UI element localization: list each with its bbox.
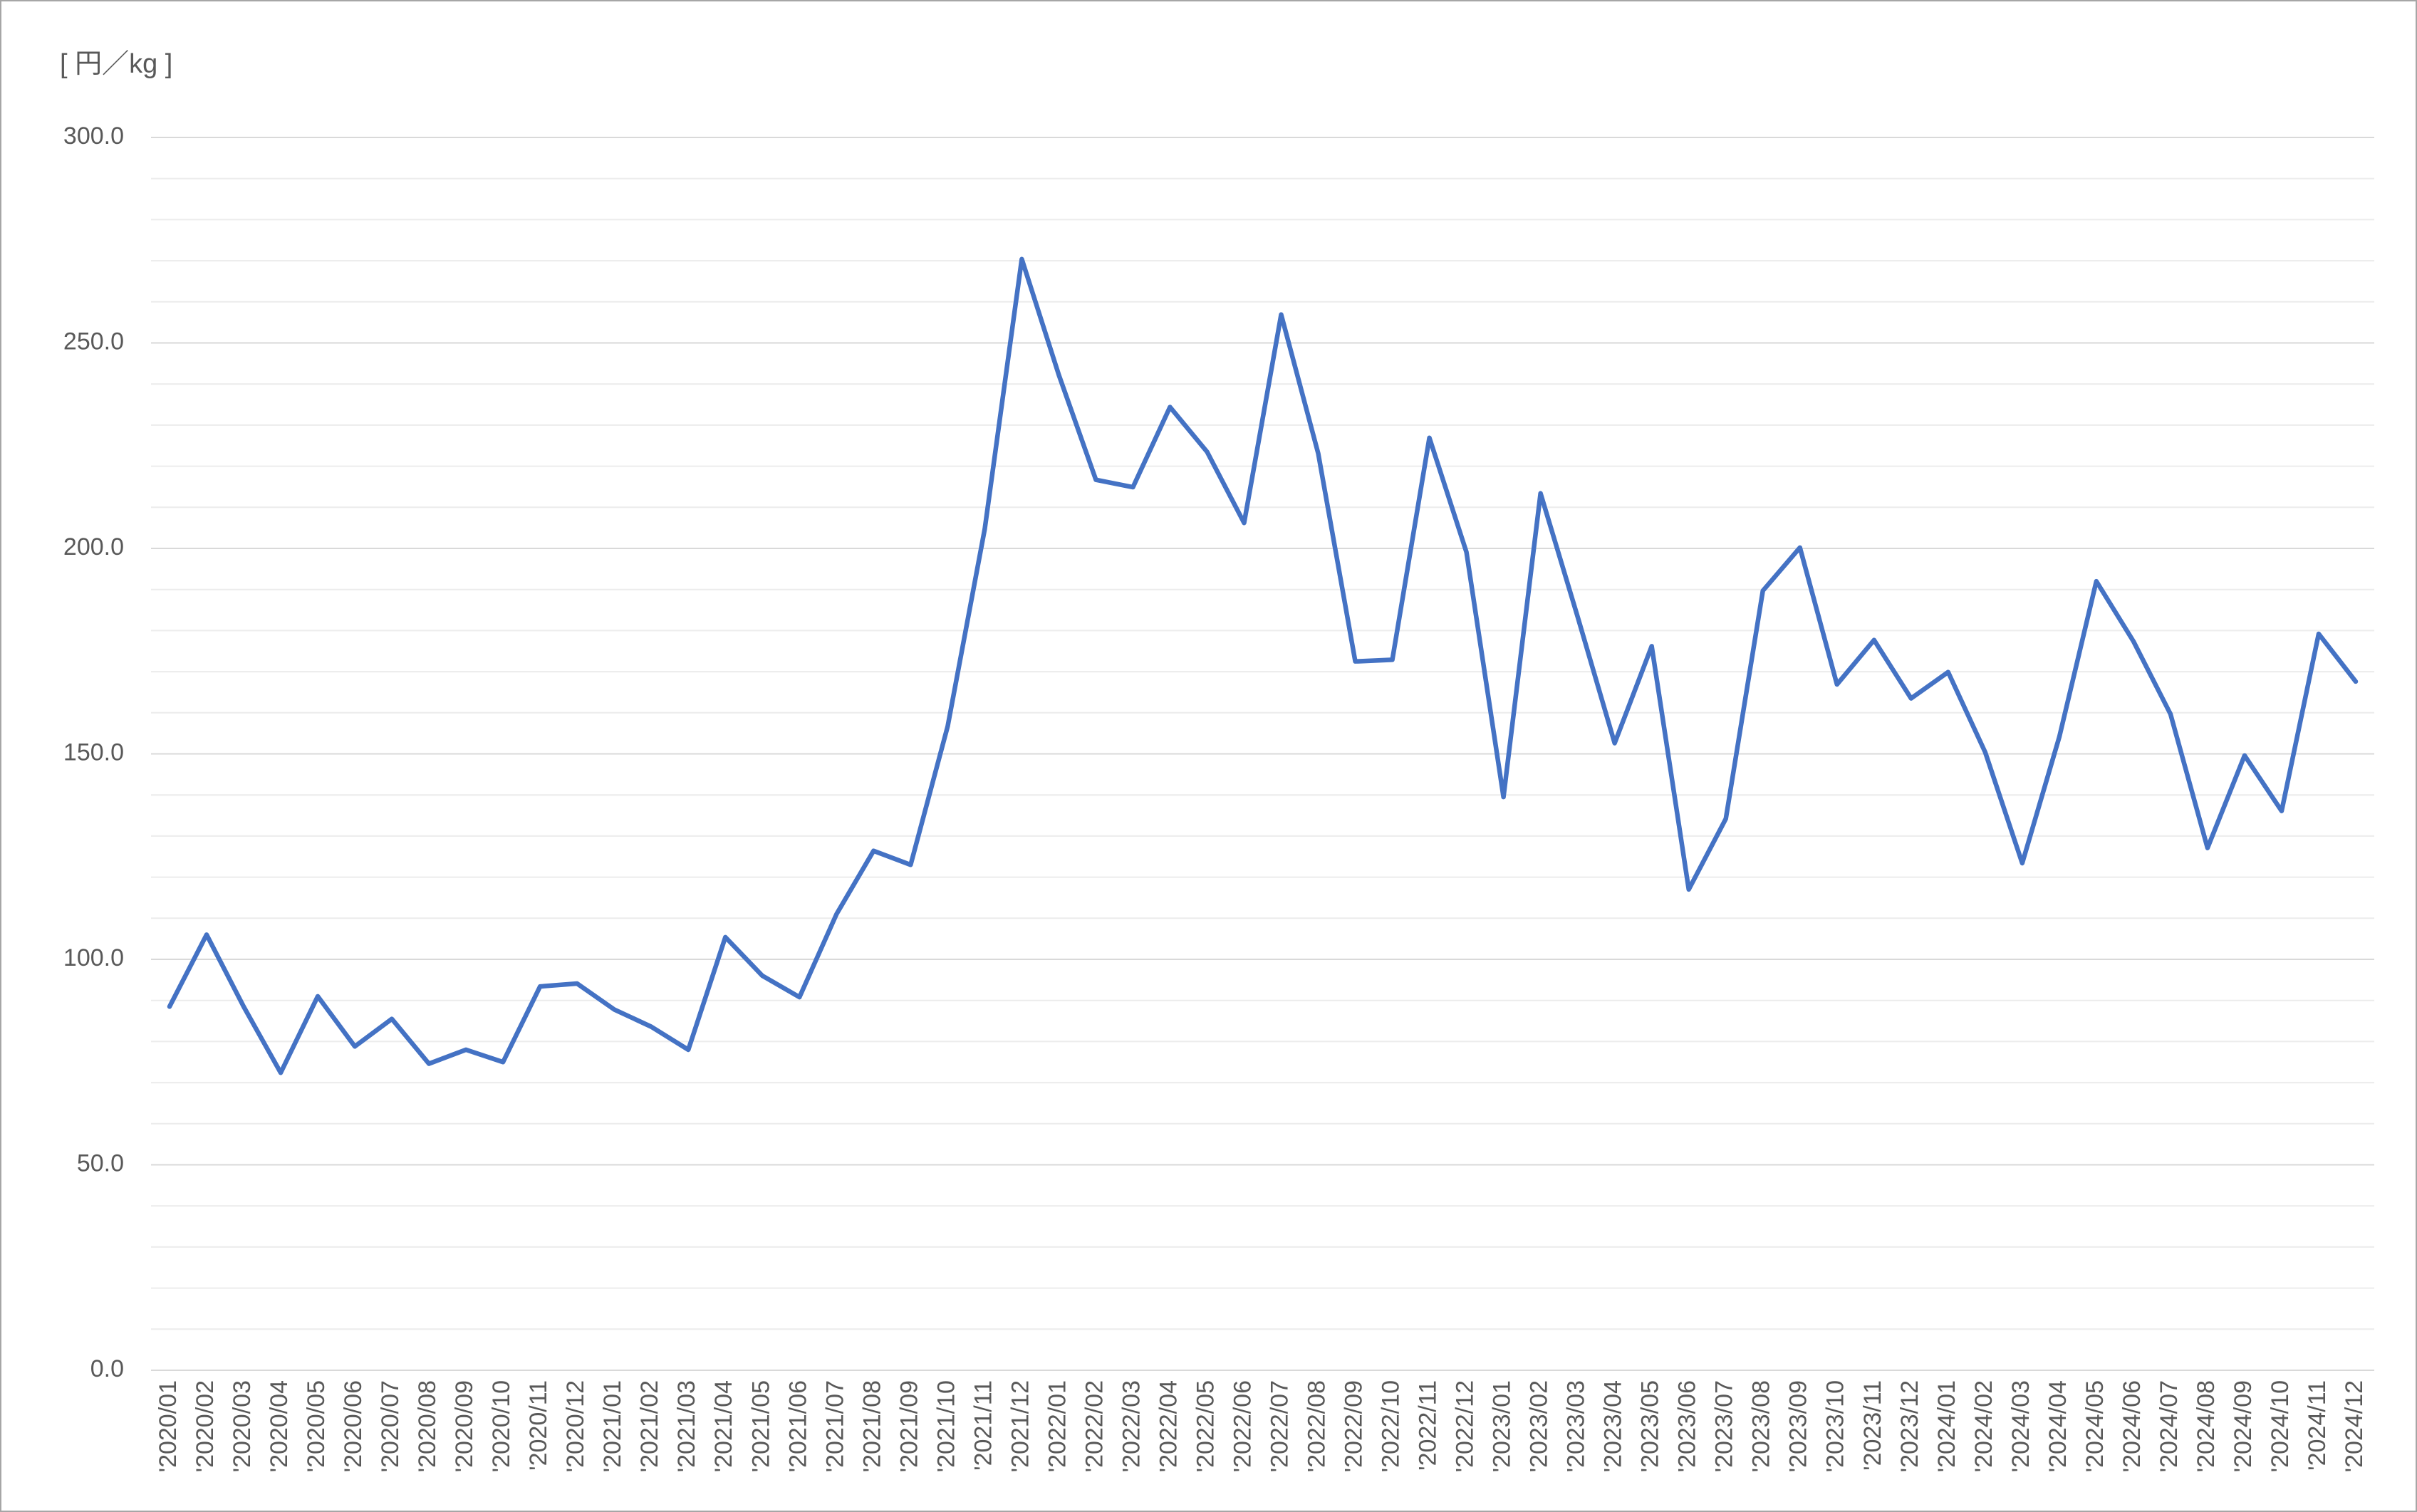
x-tick-label: '2020/10 [488,1380,515,1472]
y-tick-label: 100.0 [63,944,124,971]
x-tick-label: '2022/02 [1081,1380,1108,1472]
x-tick-label: '2020/06 [340,1380,367,1472]
x-tick-label: '2022/09 [1341,1380,1368,1472]
x-tick-label: '2021/04 [710,1380,737,1472]
x-tick-label: '2023/05 [1637,1380,1664,1472]
x-tick-label: '2023/09 [1785,1380,1812,1472]
x-tick-label: '2020/12 [562,1380,589,1472]
x-tick-label: '2020/04 [266,1380,293,1472]
y-axis-label: [ 円／kg ] [60,49,172,79]
x-tick-label: '2023/03 [1563,1380,1590,1472]
x-tick-label: '2020/11 [525,1380,552,1471]
x-tick-label: '2022/12 [1452,1380,1479,1472]
y-tick-label: 200.0 [63,533,124,561]
x-tick-label: '2022/10 [1378,1380,1405,1472]
x-tick-label: '2022/06 [1229,1380,1256,1472]
x-tick-label: '2024/08 [2193,1380,2220,1472]
x-tick-label: '2024/09 [2230,1380,2257,1472]
x-tick-label: '2020/08 [414,1380,441,1472]
x-tick-label: '2022/11 [1415,1380,1442,1471]
x-tick-label: '2022/05 [1192,1380,1219,1472]
x-tick-label: '2020/01 [155,1380,182,1472]
x-tick-label: '2021/06 [784,1380,811,1472]
x-tick-label: '2024/12 [2341,1380,2368,1472]
x-tick-label: '2021/12 [1007,1380,1034,1472]
x-tick-label: '2023/12 [1896,1380,1923,1472]
x-tick-label: '2021/01 [599,1380,626,1472]
y-tick-label: 0.0 [90,1355,124,1382]
x-tick-label: '2021/11 [970,1380,997,1471]
x-tick-label: '2024/10 [2267,1380,2294,1472]
x-tick-label: '2022/04 [1155,1380,1182,1472]
x-tick-label: '2022/03 [1118,1380,1145,1472]
x-tick-label: '2021/08 [858,1380,885,1472]
x-tick-label: '2024/06 [2119,1380,2146,1472]
x-tick-label: '2023/01 [1489,1380,1516,1472]
x-tick-label: '2020/02 [192,1380,219,1472]
x-tick-label: '2021/09 [895,1380,922,1472]
x-tick-label: '2024/07 [2156,1380,2183,1472]
y-tick-label: 300.0 [63,122,124,150]
x-tick-label: '2022/01 [1044,1380,1071,1472]
x-tick-label: '2024/01 [1933,1380,1960,1472]
x-tick-label: '2021/10 [932,1380,960,1472]
x-tick-label: '2023/11 [1859,1380,1886,1471]
x-tick-label: '2024/02 [1970,1380,1997,1472]
x-tick-label: '2022/08 [1304,1380,1331,1472]
x-tick-label: '2024/04 [2044,1380,2072,1472]
x-tick-label: '2024/11 [2304,1380,2331,1471]
x-tick-label: '2023/04 [1600,1380,1627,1472]
x-tick-label: '2024/03 [2007,1380,2034,1472]
y-tick-label: 250.0 [63,328,124,355]
x-tick-label: '2020/07 [377,1380,404,1472]
y-tick-label: 50.0 [77,1149,124,1177]
x-tick-label: '2021/05 [747,1380,774,1472]
x-tick-label: '2020/05 [303,1380,330,1472]
y-tick-label: 150.0 [63,739,124,766]
x-tick-label: '2021/07 [821,1380,848,1472]
x-tick-label: '2023/08 [1748,1380,1775,1472]
x-tick-label: '2020/09 [451,1380,478,1472]
data-line [167,256,2359,1075]
x-tick-label: '2022/07 [1266,1380,1293,1472]
x-tick-label: '2021/03 [673,1380,700,1472]
x-tick-label: '2021/02 [636,1380,663,1472]
x-tick-label: '2023/02 [1526,1380,1553,1472]
x-tick-label: '2020/03 [229,1380,256,1472]
x-tick-label: '2023/07 [1711,1380,1738,1472]
x-tick-label: '2024/05 [2081,1380,2109,1472]
x-tick-label: '2023/06 [1674,1380,1701,1472]
x-tick-label: '2023/10 [1822,1380,1849,1472]
